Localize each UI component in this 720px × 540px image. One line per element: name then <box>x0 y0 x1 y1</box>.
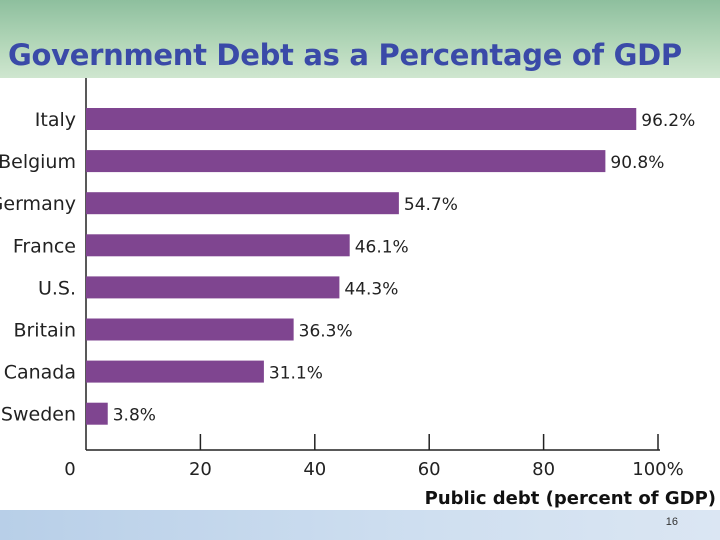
bar-6 <box>86 360 264 383</box>
x-tick-label-4: 80 <box>532 459 555 480</box>
slide-footer: 16 <box>0 510 720 540</box>
x-axis-title: Public debt (percent of GDP) <box>425 488 716 509</box>
bar-0 <box>86 108 637 130</box>
x-tick-label-3: 60 <box>418 459 441 480</box>
x-tick-label-5: 100% <box>632 459 683 480</box>
x-tick-label-2: 40 <box>303 459 326 480</box>
category-label-4: U.S. <box>38 277 76 299</box>
value-label-2: 54.7% <box>404 195 458 215</box>
value-label-6: 31.1% <box>269 364 323 384</box>
slide-title: Government Debt as a Percentage of GDP <box>8 38 682 72</box>
value-label-7: 3.8% <box>113 406 156 426</box>
value-label-5: 36.3% <box>299 322 353 342</box>
bar-2 <box>86 192 399 215</box>
bar-4 <box>86 276 340 299</box>
category-label-2: Germany <box>0 193 76 215</box>
category-label-6: Canada <box>4 362 76 384</box>
bar-chart: Italy 96.2% Belgium 90.8% Germany 54.7% France… <box>0 78 716 509</box>
category-label-1: Belgium <box>0 151 76 173</box>
category-label-5: Britain <box>13 320 76 342</box>
bar-1 <box>86 150 606 173</box>
bar-5 <box>86 318 294 341</box>
bar-3 <box>86 234 350 257</box>
category-label-0: Italy <box>35 109 76 131</box>
x-tick-label-0: 0 <box>64 459 75 480</box>
value-label-1: 90.8% <box>610 153 664 173</box>
value-label-0: 96.2% <box>641 111 695 131</box>
chart-area: Italy 96.2% Belgium 90.8% Germany 54.7% France… <box>0 78 720 510</box>
page-number: 16 <box>665 516 678 528</box>
value-label-4: 44.3% <box>344 279 398 299</box>
slide-header: Government Debt as a Percentage of GDP <box>0 0 720 78</box>
category-label-3: France <box>13 235 76 257</box>
x-tick-label-1: 20 <box>189 459 212 480</box>
bar-7 <box>86 402 108 425</box>
category-label-7: Sweden <box>1 404 76 426</box>
value-label-3: 46.1% <box>355 237 409 257</box>
